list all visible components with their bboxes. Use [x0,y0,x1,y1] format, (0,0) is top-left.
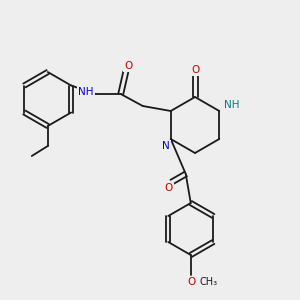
Text: NH: NH [78,87,94,97]
Text: O: O [191,65,199,75]
Text: O: O [124,61,133,71]
Text: N: N [162,141,169,151]
Text: O: O [188,277,196,287]
Text: CH₃: CH₃ [200,277,218,287]
Text: O: O [165,183,173,193]
Text: NH: NH [224,100,240,110]
